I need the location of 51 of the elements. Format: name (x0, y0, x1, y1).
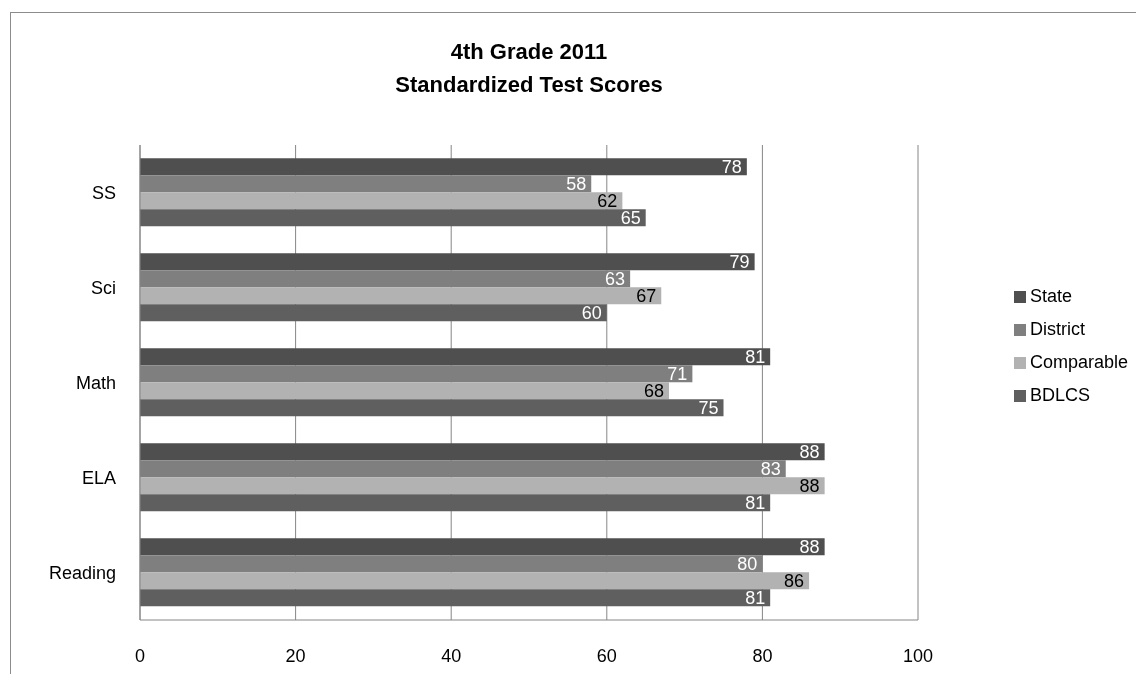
data-label: 68 (644, 381, 665, 402)
y-tick-label: Reading (48, 562, 116, 583)
bar (140, 399, 724, 417)
data-label: 60 (581, 303, 602, 324)
data-label: 81 (745, 347, 766, 368)
data-label: 75 (698, 398, 719, 419)
data-label: 58 (566, 174, 587, 195)
data-label: 80 (737, 554, 758, 575)
data-label: 86 (784, 571, 805, 592)
data-label: 62 (597, 191, 618, 212)
bar (140, 572, 810, 590)
data-label: 67 (636, 286, 657, 307)
bar (140, 494, 771, 512)
bar (140, 382, 670, 400)
data-label: 81 (745, 493, 766, 514)
data-label: 71 (667, 364, 688, 385)
bar (140, 192, 623, 210)
x-tick-label: 80 (752, 645, 773, 666)
data-label: 65 (620, 208, 641, 229)
bar (140, 209, 646, 227)
bar (140, 443, 825, 461)
legend-label: Comparable (1030, 352, 1129, 373)
data-label: 88 (799, 476, 820, 497)
legend-label: District (1030, 319, 1085, 340)
x-tick-label: 20 (285, 645, 306, 666)
y-tick-label: Sci (90, 277, 116, 298)
x-tick-label: 0 (134, 645, 146, 666)
bar (140, 304, 607, 322)
data-label: 88 (799, 537, 820, 558)
bar (140, 477, 825, 495)
data-label: 81 (745, 588, 766, 609)
data-label: 79 (729, 252, 750, 273)
x-tick-label: 40 (441, 645, 462, 666)
y-tick-label: SS (91, 182, 116, 203)
y-tick-label: ELA (81, 467, 116, 488)
legend-label: BDLCS (1030, 385, 1091, 406)
data-label: 83 (760, 459, 781, 480)
bar (140, 253, 755, 271)
data-label: 78 (721, 157, 742, 178)
data-label: 63 (605, 269, 626, 290)
x-tick-label: 100 (902, 645, 934, 666)
bar (140, 538, 825, 556)
bar (140, 287, 662, 305)
x-tick-label: 60 (596, 645, 617, 666)
bar (140, 348, 771, 366)
bar (140, 589, 771, 607)
bar (140, 158, 747, 176)
chart-title: 4th Grade 2011 Standardized Test Scores (394, 38, 664, 99)
legend-label: State (1030, 286, 1073, 307)
y-tick-label: Math (75, 372, 116, 393)
data-label: 88 (799, 442, 820, 463)
